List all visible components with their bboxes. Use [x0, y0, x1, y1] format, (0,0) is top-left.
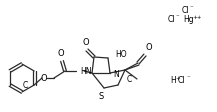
Text: ⁻: ⁻ — [176, 14, 180, 20]
Text: O: O — [83, 38, 89, 47]
Text: HO: HO — [115, 50, 127, 58]
Text: Hg: Hg — [183, 14, 194, 24]
Text: H: H — [170, 75, 176, 84]
Text: N: N — [113, 70, 119, 79]
Text: Cl: Cl — [168, 14, 176, 24]
Text: O: O — [41, 73, 47, 83]
Text: ++: ++ — [192, 14, 202, 19]
Text: ⁻: ⁻ — [187, 75, 191, 81]
Text: Cl: Cl — [178, 75, 186, 84]
Text: HN: HN — [80, 67, 92, 75]
Text: S: S — [98, 92, 104, 101]
Text: Cl: Cl — [182, 5, 189, 14]
Text: O: O — [146, 43, 153, 52]
Text: C: C — [23, 81, 28, 90]
Text: +: + — [175, 75, 180, 81]
Text: ⁻: ⁻ — [190, 5, 194, 11]
Text: O: O — [58, 49, 64, 58]
Text: C: C — [127, 75, 132, 84]
